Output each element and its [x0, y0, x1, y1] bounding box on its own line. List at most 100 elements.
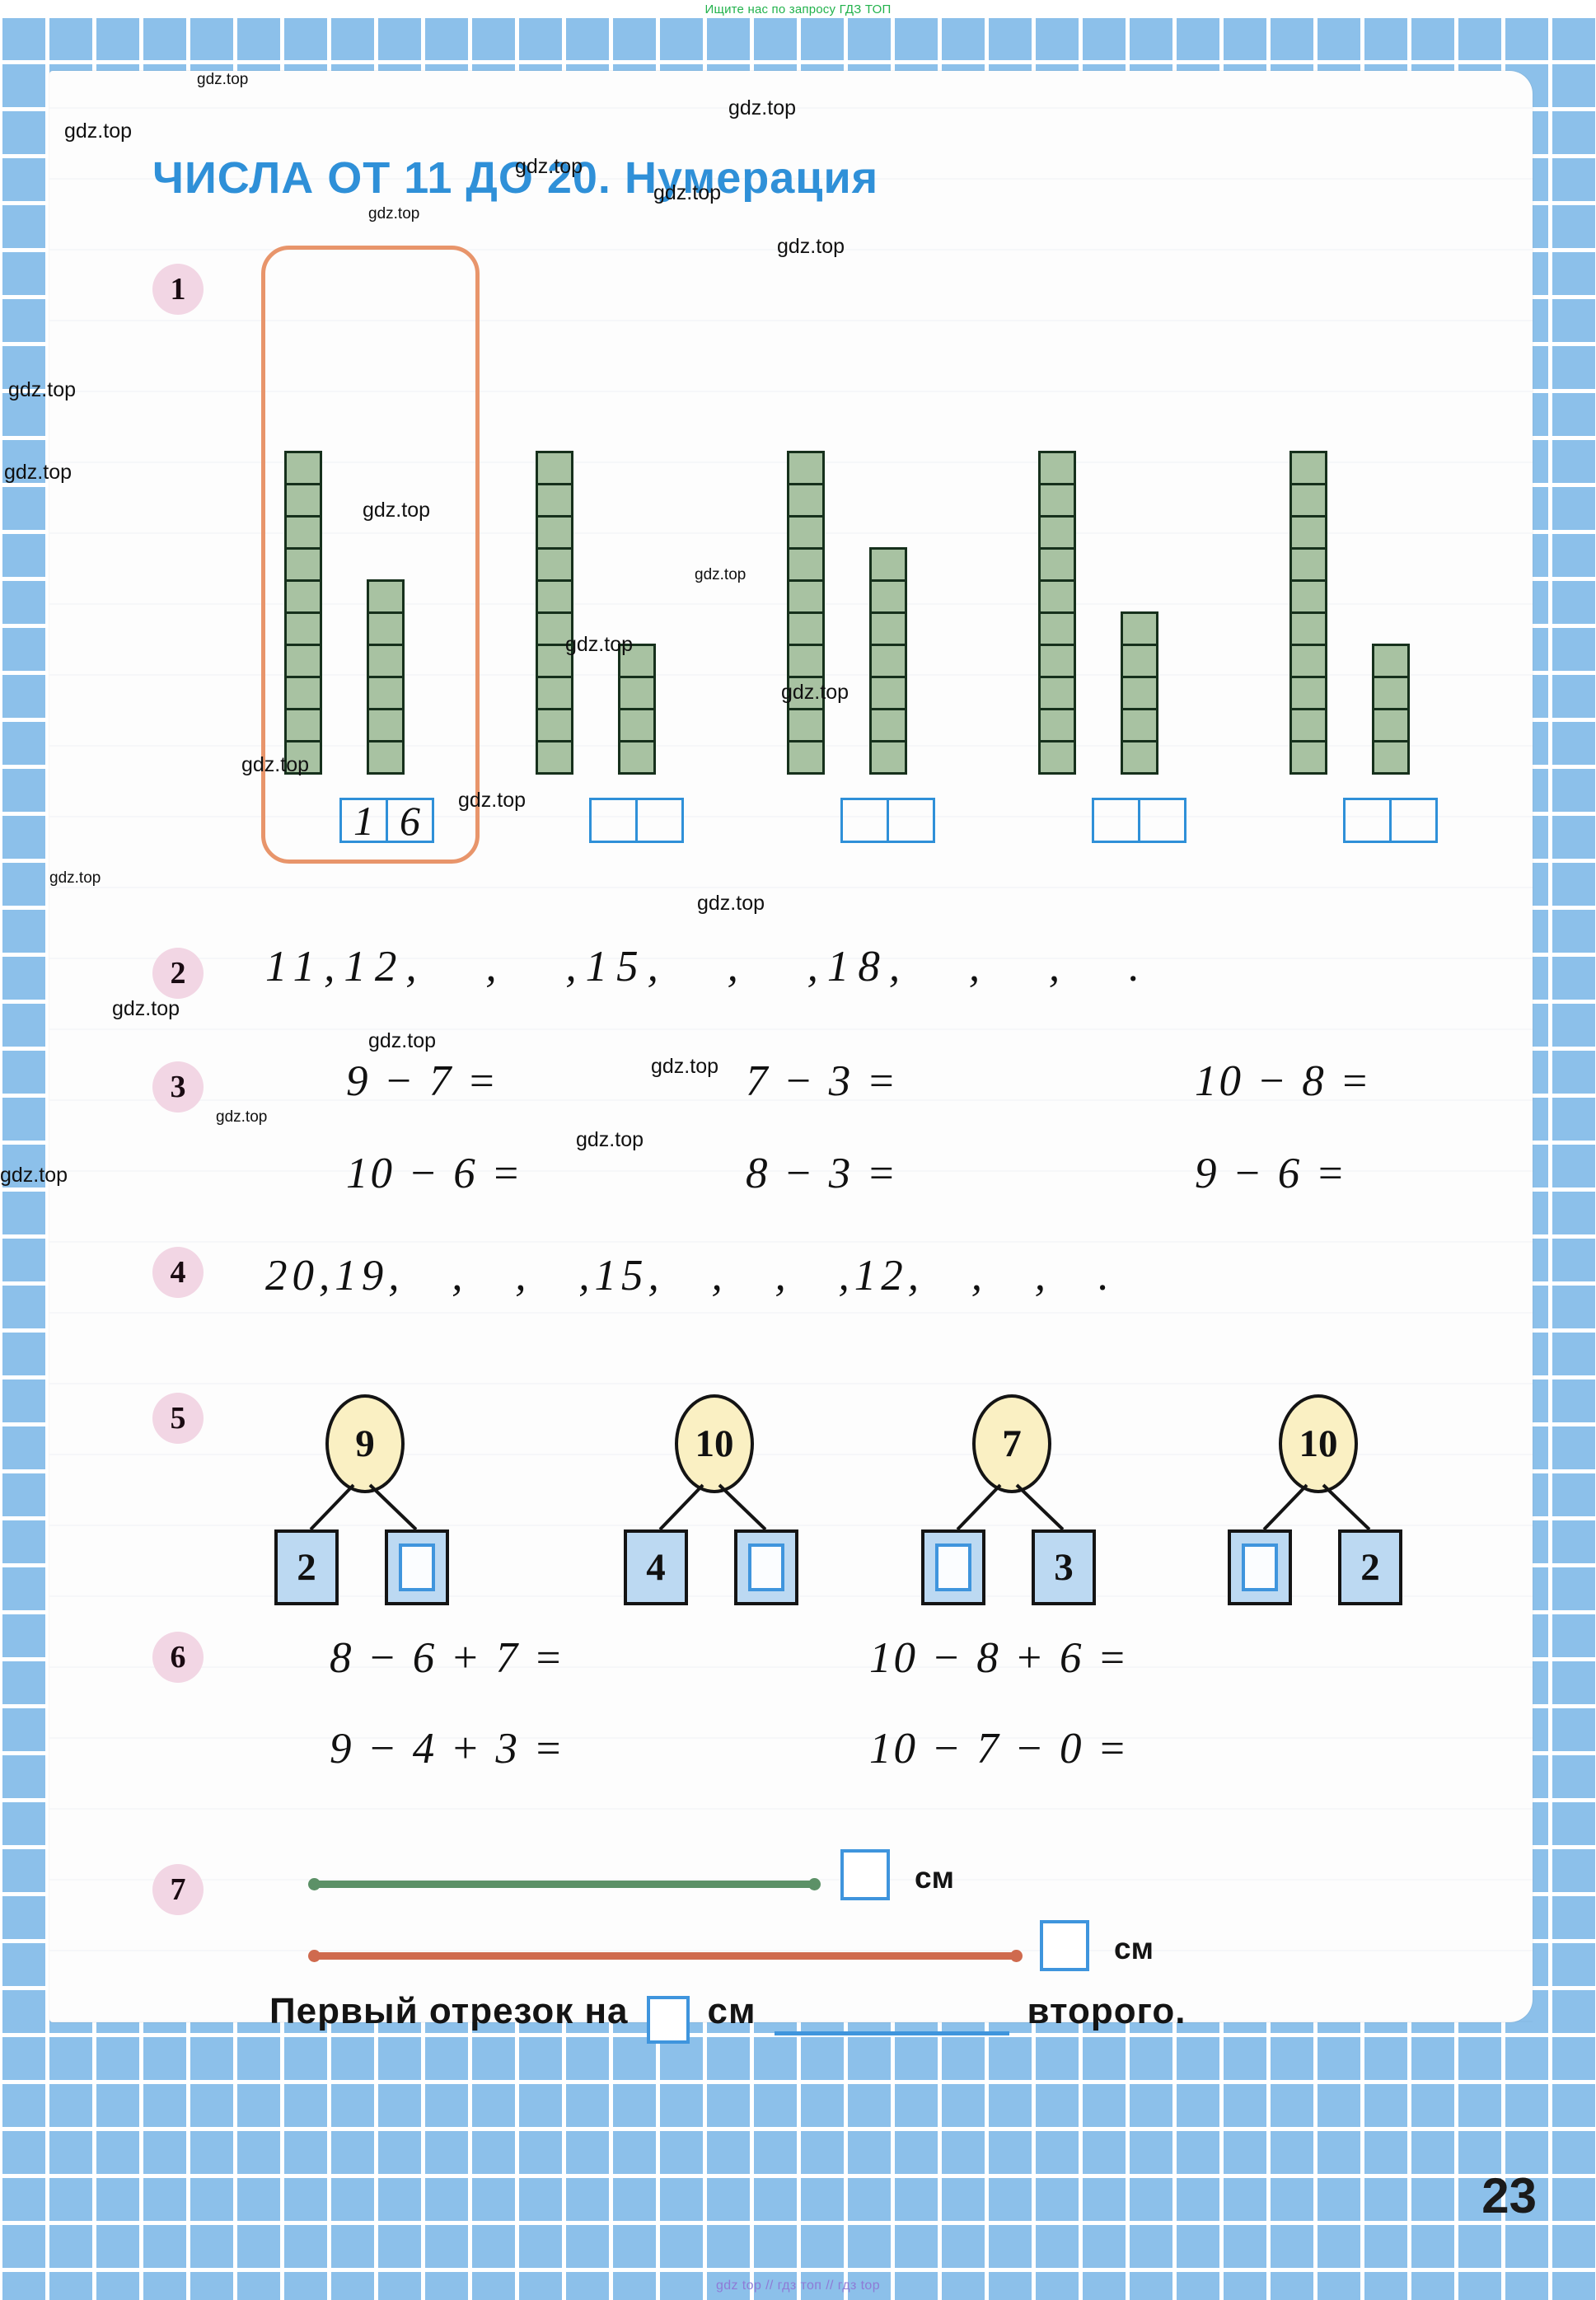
unit-cube: [367, 676, 405, 710]
unit-cube: [787, 611, 825, 646]
ex4-sequence-text: 20,19, , , ,15, , , ,12, , , .: [265, 1252, 1114, 1300]
ex7-sentence-blank-line[interactable]: [774, 2031, 1009, 2035]
ex1-answer-digit-cell[interactable]: 6: [386, 798, 434, 844]
top-promo-text: Ищите нас по запросу ГДЗ ТОП: [704, 2, 892, 16]
task-number-4: 4: [152, 1247, 204, 1298]
number-bond-blank[interactable]: [935, 1543, 971, 1591]
ex1-answer-digit-cell[interactable]: [887, 798, 935, 843]
ex7-sentence-part2: второго.: [1027, 1991, 1186, 2031]
number-bond-part-left[interactable]: 4: [624, 1529, 688, 1605]
ex1-answer-digit-cell[interactable]: 1: [339, 798, 388, 844]
unit-cube: [1289, 644, 1327, 678]
unit-cube: [284, 611, 322, 646]
red-segment: [308, 1950, 1023, 1962]
unit-cube: [787, 644, 825, 678]
ex1-column-group: [284, 404, 405, 775]
watermark-text: gdz.top: [216, 1108, 268, 1126]
number-bond-part-right[interactable]: 3: [1032, 1529, 1096, 1605]
ex1-answer-box[interactable]: [589, 798, 684, 843]
unit-cube: [869, 676, 907, 710]
unit-cube: [1038, 708, 1076, 742]
red-segment-left-cap: [308, 1950, 321, 1962]
watermark-text: gdz.top: [576, 1128, 644, 1151]
ones-column: [367, 579, 405, 775]
task-number-7: 7: [152, 1864, 204, 1915]
top-promo-banner: Ищите нас по запросу ГДЗ ТОП: [0, 0, 1596, 18]
unit-cube: [869, 708, 907, 742]
bottom-promo-banner: gdz top // гдз топ // гдз top: [0, 2275, 1596, 2297]
equation-text: 9 − 7 =: [346, 1057, 499, 1105]
number-bond-total: 10: [675, 1394, 754, 1493]
number-bond-blank[interactable]: [1242, 1543, 1278, 1591]
number-bond-blank[interactable]: [748, 1543, 784, 1591]
page-title-topic: Нумерация: [624, 153, 879, 203]
ex1-answer-box[interactable]: [840, 798, 935, 843]
unit-cube: [284, 644, 322, 678]
page-title: ЧИСЛА ОТ 11 ДО 20. Нумерация: [152, 152, 878, 204]
ex1-answer-digit-cell[interactable]: [635, 798, 684, 843]
watermark-text: gdz.top: [695, 566, 747, 583]
watermark-text: gdz.top: [241, 753, 310, 776]
unit-cube: [1372, 708, 1410, 742]
unit-cube: [536, 644, 573, 678]
number-bond-part-left[interactable]: [921, 1529, 985, 1605]
ex1-answer-digit-cell[interactable]: [1389, 798, 1438, 843]
ex7-sentence-answer-box[interactable]: [646, 1996, 690, 2044]
unit-cube: [1121, 644, 1158, 678]
watermark-text: gdz.top: [49, 869, 101, 887]
ex1-answer-digit-cell[interactable]: [1138, 798, 1186, 843]
green-segment: [308, 1878, 821, 1890]
equation-text: 7 − 3 =: [746, 1057, 899, 1105]
unit-cube: [618, 708, 656, 742]
red-segment-answer-box[interactable]: [1040, 1920, 1089, 1971]
number-bond-legs: [956, 1483, 1065, 1529]
number-bond-part-left[interactable]: 2: [274, 1529, 339, 1605]
watermark-text: gdz.top: [458, 789, 527, 812]
unit-cube: [1289, 579, 1327, 614]
ex1-answer-box[interactable]: [1343, 798, 1438, 843]
unit-cube: [1121, 740, 1158, 775]
ex1-answer-digit-cell[interactable]: [589, 798, 638, 843]
unit-cube: [536, 676, 573, 710]
unit-cube: [536, 483, 573, 518]
number-bond-part-left[interactable]: [1228, 1529, 1292, 1605]
ex7-sentence-part1: Первый отрезок на: [269, 1991, 629, 2031]
unit-cube: [284, 708, 322, 742]
watermark-text: gdz.top: [653, 181, 722, 204]
watermark-text: gdz.top: [777, 235, 845, 258]
unit-cube: [1121, 676, 1158, 710]
ex1-answer-box[interactable]: [1092, 798, 1186, 843]
ex7-sentence: Первый отрезок на см второго.: [269, 1988, 1186, 2044]
equation-text: 10 − 6 =: [346, 1150, 523, 1197]
green-segment-left-cap: [308, 1878, 321, 1890]
unit-cube: [284, 676, 322, 710]
number-bond-part-right[interactable]: [385, 1529, 449, 1605]
watermark-text: gdz.top: [781, 681, 849, 704]
number-bond-blank[interactable]: [399, 1543, 435, 1591]
unit-cube: [1372, 740, 1410, 775]
ex1-answer-digit-cell[interactable]: [1092, 798, 1140, 843]
number-bond-part-right[interactable]: [734, 1529, 798, 1605]
unit-cube: [536, 579, 573, 614]
unit-cube: [1289, 676, 1327, 710]
unit-cube: [1372, 644, 1410, 678]
bottom-promo-text: gdz top // гдз топ // гдз top: [715, 2279, 881, 2293]
page-title-numbers: ЧИСЛА ОТ 11 ДО 20.: [152, 153, 611, 203]
unit-cube: [787, 740, 825, 775]
watermark-text: gdz.top: [368, 1029, 437, 1052]
ex1-answer-digit-cell[interactable]: [1343, 798, 1392, 843]
number-bond-legs: [309, 1483, 418, 1529]
green-segment-answer-box[interactable]: [840, 1849, 890, 1900]
unit-cube: [1289, 451, 1327, 485]
equation-text: 10 − 8 + 6 =: [869, 1634, 1130, 1682]
ex1-answer-digit-cell[interactable]: [840, 798, 889, 843]
tens-column: [1289, 451, 1327, 775]
task-number-6: 6: [152, 1632, 204, 1683]
number-bond-part-right[interactable]: 2: [1338, 1529, 1402, 1605]
unit-cube: [1038, 644, 1076, 678]
ex1-column-group: [1289, 404, 1410, 775]
watermark-text: gdz.top: [565, 633, 634, 656]
unit-cube: [1289, 740, 1327, 775]
